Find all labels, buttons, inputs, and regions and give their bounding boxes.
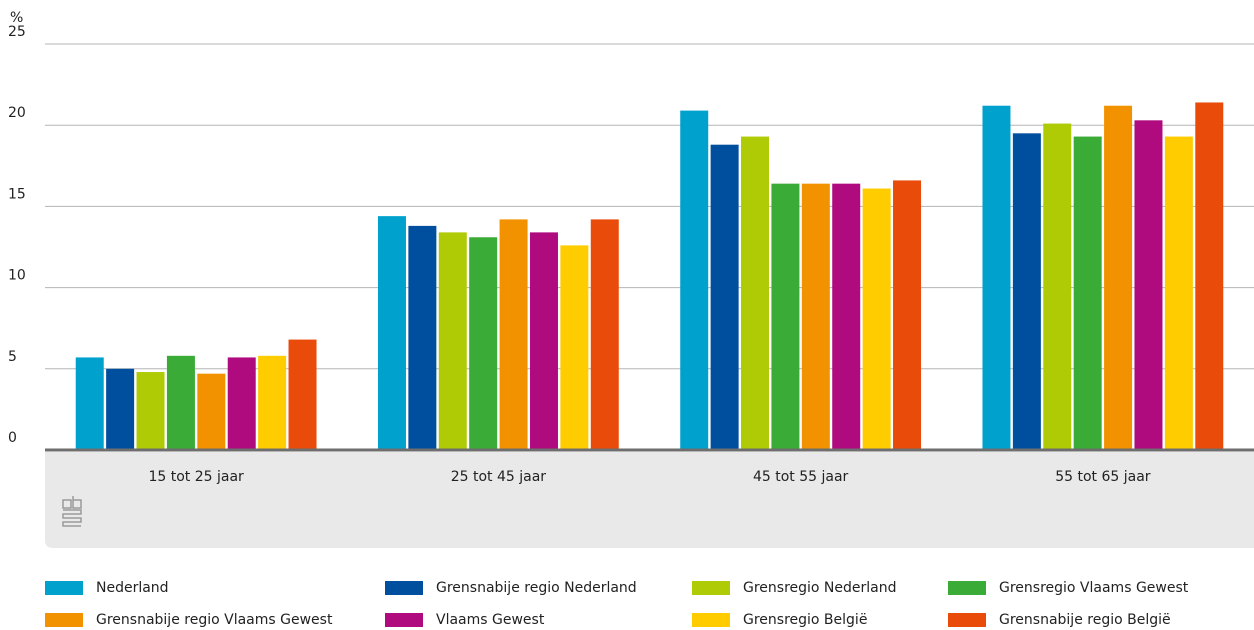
legend-label: Grensnabije regio Vlaams Gewest (96, 612, 333, 628)
legend-label: Grensregio België (743, 612, 867, 628)
legend-swatch (692, 581, 730, 595)
bar (771, 183, 800, 450)
bar (982, 105, 1011, 450)
y-tick-label: 0 (8, 430, 17, 446)
bar (1043, 123, 1072, 451)
bar (197, 373, 226, 450)
bar (893, 180, 922, 450)
x-tick-label: 15 tot 25 jaar (148, 469, 244, 485)
x-axis-band (45, 452, 1254, 548)
bar (288, 339, 317, 450)
y-tick-label: 5 (8, 349, 17, 365)
logo (62, 496, 82, 527)
bar (710, 144, 739, 451)
bar (258, 355, 287, 450)
legend-swatch (45, 613, 83, 627)
bar (75, 357, 104, 450)
legend-label: Grensnabije regio België (999, 612, 1171, 628)
legend-label: Grensnabije regio Nederland (436, 580, 637, 596)
bar (832, 183, 861, 450)
bar (590, 219, 619, 450)
bar (741, 136, 770, 450)
bar (438, 232, 467, 450)
bar (1134, 120, 1163, 450)
x-tick-label: 25 tot 45 jaar (451, 469, 547, 485)
bar (680, 110, 709, 451)
bar (227, 357, 256, 450)
bar (166, 355, 195, 450)
bar (1104, 105, 1133, 450)
bar (862, 188, 891, 450)
bar (377, 216, 406, 450)
y-tick-label: 10 (8, 268, 26, 284)
legend-label: Grensregio Vlaams Gewest (999, 580, 1189, 596)
bar (408, 225, 437, 450)
legend-swatch (385, 581, 423, 595)
bar (1195, 102, 1224, 451)
legend-swatch (948, 613, 986, 627)
legend-label: Grensregio Nederland (743, 580, 897, 596)
legend-swatch (692, 613, 730, 627)
legend-label: Vlaams Gewest (436, 612, 545, 628)
bar (801, 183, 830, 450)
bar (529, 232, 558, 450)
x-tick-label: 45 tot 55 jaar (753, 469, 849, 485)
x-tick-label: 55 tot 65 jaar (1055, 469, 1151, 485)
legend-swatch (948, 581, 986, 595)
bar (499, 219, 528, 450)
bar (1012, 133, 1041, 450)
bar (560, 245, 589, 450)
legend-swatch (45, 581, 83, 595)
y-unit: % (10, 10, 23, 26)
legend-label: Nederland (96, 580, 169, 596)
legend-swatch (385, 613, 423, 627)
bar (106, 368, 135, 450)
bar (136, 372, 165, 450)
bar (1073, 136, 1102, 450)
bar (469, 237, 498, 450)
y-tick-label: 25 (8, 24, 26, 40)
y-tick-label: 20 (8, 105, 26, 121)
y-tick-label: 15 (8, 186, 26, 202)
bar (1164, 136, 1193, 450)
